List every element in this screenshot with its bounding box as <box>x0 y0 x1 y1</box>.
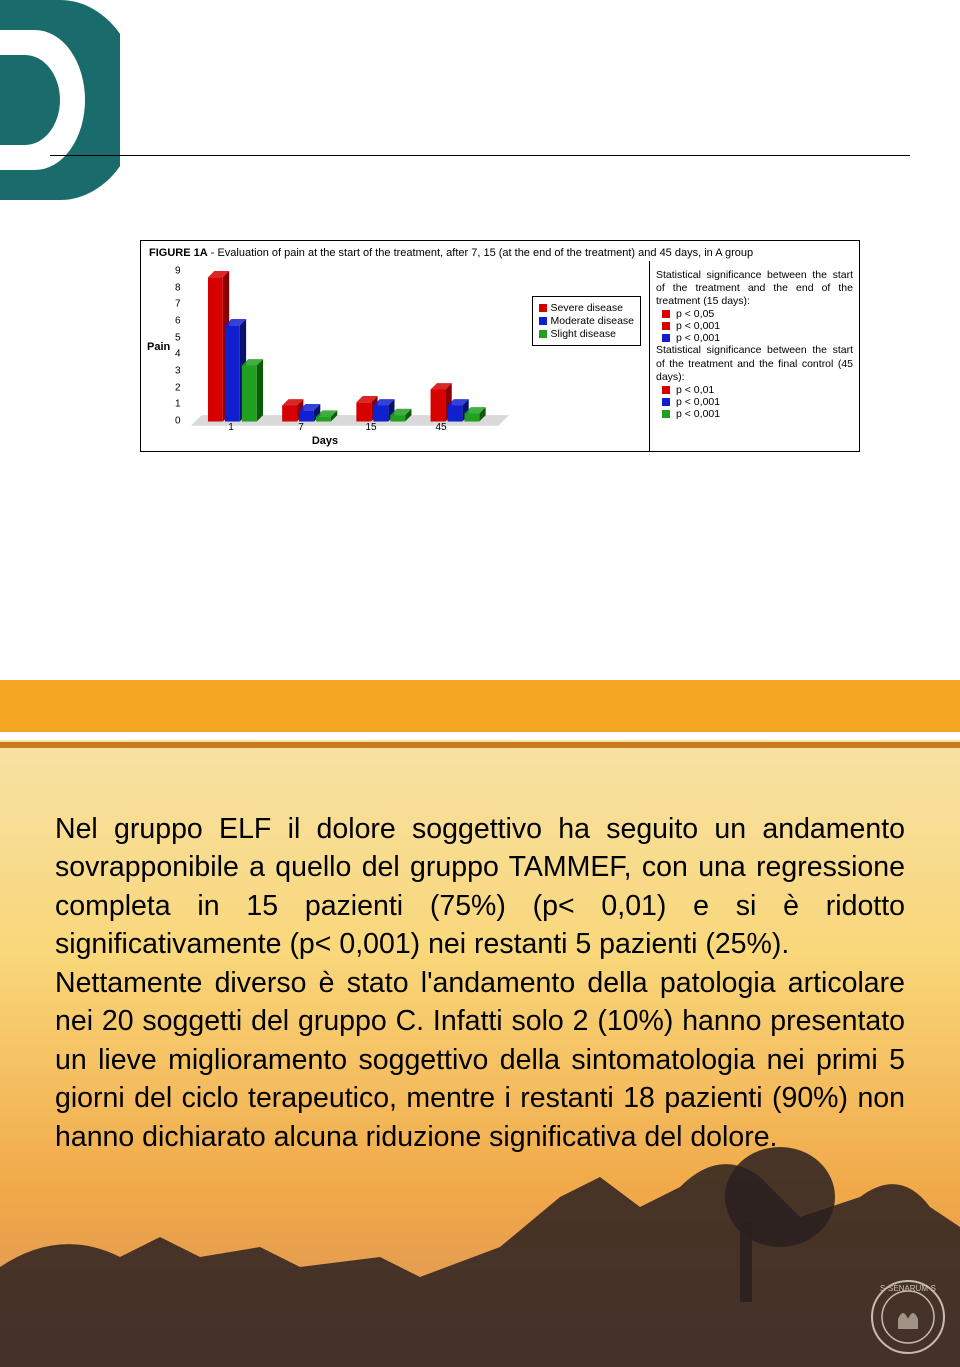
stats-row: p < 0,05 <box>656 308 853 320</box>
y-tick: 7 <box>175 299 181 310</box>
figure-title: FIGURE 1A - Evaluation of pain at the st… <box>141 241 859 261</box>
y-tick: 9 <box>175 266 181 277</box>
legend-swatch <box>539 304 547 312</box>
y-tick: 0 <box>175 416 181 427</box>
stats-swatch <box>662 398 670 406</box>
legend-swatch <box>539 317 547 325</box>
horizontal-divider <box>50 155 910 156</box>
background-silhouette <box>0 1127 960 1367</box>
stats-swatch <box>662 410 670 418</box>
slide-1: FIGURE 1A - Evaluation of pain at the st… <box>0 0 960 680</box>
chart-legend: Severe diseaseModerate diseaseSlight dis… <box>532 296 641 346</box>
stats-text: p < 0,001 <box>676 332 720 344</box>
svg-text:S·SENARUM·S: S·SENARUM·S <box>880 1284 936 1293</box>
x-tick: 7 <box>298 422 304 433</box>
paragraph-text: Nel gruppo ELF il dolore soggettivo ha s… <box>55 810 905 1156</box>
y-tick: 8 <box>175 282 181 293</box>
legend-item: Severe disease <box>539 302 634 314</box>
stats-swatch <box>662 334 670 342</box>
stats-swatch <box>662 322 670 330</box>
x-tick: 15 <box>365 422 376 433</box>
stats-row: p < 0,001 <box>656 396 853 408</box>
stats-text: p < 0,05 <box>676 308 714 320</box>
figure-title-bold: FIGURE 1A <box>149 247 208 259</box>
legend-item: Moderate disease <box>539 315 634 327</box>
stats-text: p < 0,001 <box>676 320 720 332</box>
y-tick: 3 <box>175 366 181 377</box>
slide-2: Nel gruppo ELF il dolore soggettivo ha s… <box>0 680 960 1367</box>
stats-header: Statistical significance between the sta… <box>656 269 853 308</box>
corner-ornament <box>0 0 120 200</box>
legend-label: Slight disease <box>551 328 616 340</box>
seal-icon: S·SENARUM·S <box>868 1277 948 1357</box>
stats-cell: Statistical significance between the sta… <box>649 261 859 451</box>
y-tick: 6 <box>175 316 181 327</box>
stats-swatch <box>662 310 670 318</box>
legend-swatch <box>539 330 547 338</box>
y-tick: 4 <box>175 349 181 360</box>
stats-text: p < 0,001 <box>676 396 720 408</box>
stats-row: p < 0,001 <box>656 320 853 332</box>
x-tick: 1 <box>228 422 234 433</box>
stats-text: p < 0,001 <box>676 408 720 420</box>
y-tick: 5 <box>175 332 181 343</box>
bar-chart-plot <box>191 271 509 430</box>
y-axis-label: Pain <box>147 341 170 353</box>
stats-row: p < 0,01 <box>656 384 853 396</box>
legend-item: Slight disease <box>539 328 634 340</box>
stats-text: p < 0,01 <box>676 384 714 396</box>
chart-cell: Pain Days Severe diseaseModerate disease… <box>141 261 649 451</box>
x-tick: 45 <box>435 422 446 433</box>
figure-title-rest: - Evaluation of pain at the start of the… <box>208 247 753 259</box>
legend-label: Severe disease <box>551 302 623 314</box>
stats-header: Statistical significance between the sta… <box>656 344 853 383</box>
legend-label: Moderate disease <box>551 315 634 327</box>
x-axis-label: Days <box>141 435 509 447</box>
y-tick: 1 <box>175 399 181 410</box>
y-tick: 2 <box>175 382 181 393</box>
orange-header-band <box>0 680 960 740</box>
figure-1a-box: FIGURE 1A - Evaluation of pain at the st… <box>140 240 860 452</box>
stats-row: p < 0,001 <box>656 332 853 344</box>
stats-row: p < 0,001 <box>656 408 853 420</box>
stats-swatch <box>662 386 670 394</box>
